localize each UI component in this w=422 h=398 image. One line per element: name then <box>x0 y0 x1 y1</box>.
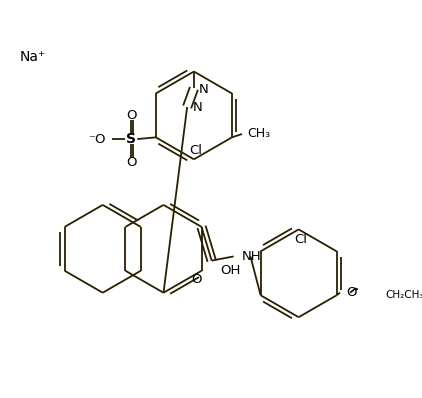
Text: CH₂CH₃: CH₂CH₃ <box>386 290 422 300</box>
Text: Na⁺: Na⁺ <box>20 49 46 64</box>
Text: S: S <box>126 132 135 146</box>
Text: N: N <box>199 83 209 96</box>
Text: N: N <box>192 101 202 114</box>
Text: O: O <box>126 156 137 169</box>
Text: ⁻O: ⁻O <box>88 133 105 146</box>
Text: CH₃: CH₃ <box>247 127 270 140</box>
Text: O: O <box>126 109 137 122</box>
Text: O: O <box>191 273 202 286</box>
Text: Cl: Cl <box>294 233 307 246</box>
Text: OH: OH <box>220 264 241 277</box>
Text: Cl: Cl <box>189 144 202 157</box>
Text: O: O <box>346 286 357 299</box>
Text: NH: NH <box>242 250 262 263</box>
